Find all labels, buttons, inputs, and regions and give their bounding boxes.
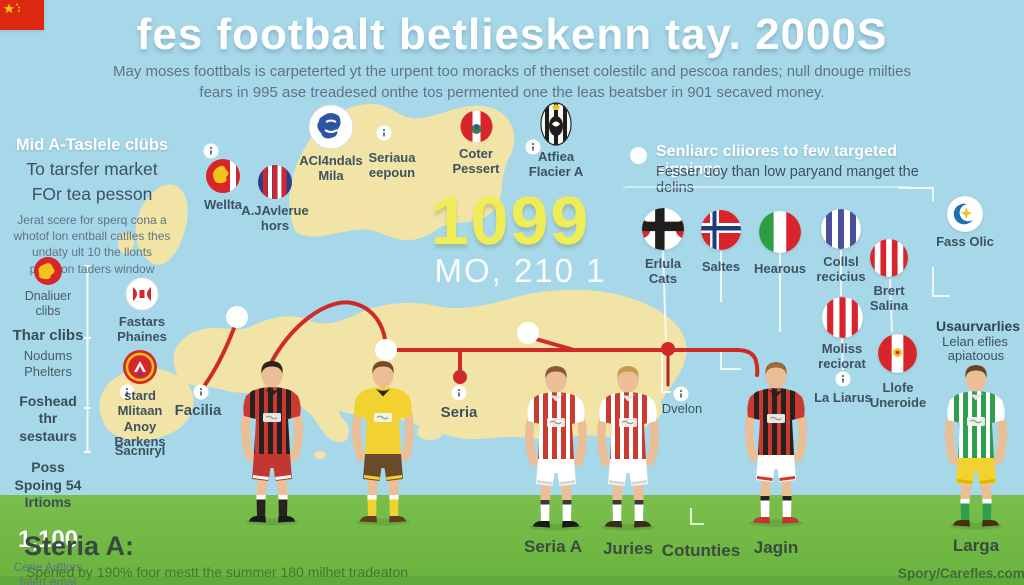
flag-erlula-cats-icon: [642, 208, 684, 250]
place-label-facilia: Facilia: [174, 402, 222, 419]
page-title: fes footbalt betlieskenn tay. 2000S: [136, 10, 888, 59]
left-stats-column: Dnaliuer clibs Thar clibs Nodums Phelter…: [2, 256, 94, 585]
footer-title: Steria A:: [24, 531, 135, 561]
badge-acmila: ACl4ndals Mila: [298, 104, 364, 184]
acmila-crest-icon: [308, 104, 354, 150]
left-panel-heading: Mid A-Taslele clübs: [15, 136, 169, 154]
flag-saltes-icon: [701, 210, 741, 250]
stats-bracket: [84, 265, 91, 453]
page-subtitle: May moses foottbals is carpeterted yt th…: [112, 61, 912, 103]
bullet-icon: [630, 147, 647, 164]
left-panel-line1: To tarsfer market: [26, 159, 158, 179]
flag-llofe-icon: [878, 334, 917, 373]
stat-item-5: Poss Spoing 54 Irtioms: [14, 459, 82, 510]
flag-fass-olic-label: Fass Olic: [936, 234, 994, 249]
footer-subtitle: Speried by 190% foor mestt the summer 18…: [26, 564, 409, 580]
connector-lines: [661, 187, 950, 525]
left-panel-line2: FOr tea pesson: [31, 184, 153, 204]
stat-item-1: Dnaliuer clibs: [24, 289, 72, 318]
badge-atfiea: Atfiea Flacier A: [522, 102, 590, 180]
stat-item-2: Thar clibs: [12, 327, 84, 344]
place-label-seria: Seria: [440, 404, 478, 421]
stat-item-3: Nodums Phelters: [23, 348, 73, 380]
right-panel-heading: Senliarc cliiores to few targeted signin…: [656, 143, 897, 178]
grass-shadow-strip: [0, 576, 1024, 585]
flag-hearous-icon: [759, 211, 801, 253]
grass-label-cotunties: Cotunties: [661, 541, 741, 560]
china-flag-icon: [0, 0, 44, 30]
badge-stard-label: stard Mlitaan Anoy Barkens: [114, 388, 166, 449]
right-panel-sub: Fesser uoy than low paryand manget the d…: [656, 164, 919, 196]
right-panel-underline: [622, 186, 914, 198]
badge-acmila-label: ACl4ndals Mila: [299, 153, 363, 184]
ajavlerue-crest-icon: [257, 164, 293, 200]
route-dots: [453, 342, 675, 384]
badge-coter: Coter Pessert: [444, 110, 508, 177]
player-figure-green-white: [916, 362, 1024, 532]
coter-crest-icon: [460, 110, 493, 143]
badge-stard: stard Mlitaan Anoy Barkens: [100, 349, 180, 449]
subtitle-line-2: fears in 995 ase treadesed onthe tos per…: [199, 84, 825, 101]
wellta-crest-icon: [205, 158, 241, 194]
subtitle-line-1: May moses foottbals is carpeterted yt th…: [113, 63, 911, 80]
place-label-dvelon: Dvelon: [661, 401, 703, 416]
flag-moliss-label: Moliss reciorat: [818, 341, 866, 372]
grass-label-larga: Larga: [952, 536, 1000, 555]
badge-wellta: Wellta: [193, 158, 253, 212]
player-figure-milan-white-shorts: [716, 359, 836, 529]
fastars-crest-icon: [125, 277, 159, 311]
left-panel: Mid A-Taslele clübs To tarsfer market FO…: [6, 136, 178, 277]
stat-caption: Cerie Adtlors falert ernal Boark ea Bkat…: [13, 559, 83, 585]
flag-collsl-icon: [821, 209, 861, 249]
china-note-line1: Lelan eflies: [942, 334, 1008, 349]
route-nodes: [226, 306, 539, 361]
flag-brert-label: Brert Salina: [869, 283, 909, 314]
atfiea-crest-icon: [540, 102, 572, 146]
player-figure-yellow-kit: [323, 358, 443, 528]
grass-label-jagin: Jagin: [753, 538, 799, 557]
player-figure-red-white-b: [568, 363, 688, 533]
grass-band: [0, 495, 1024, 585]
dragon-crest-icon: [33, 256, 63, 286]
badge-ajavlerue-label: A.JAvlerue hors: [241, 203, 309, 234]
flag-saltes-label: Saltes: [701, 259, 741, 274]
stat-big-number: 1,100: [17, 525, 79, 553]
flag-moliss-icon: [822, 297, 863, 338]
watermark: Spory/Carefles.com: [898, 566, 1024, 581]
flag-brert-icon: [870, 239, 908, 277]
player-figure-red-white-a: [496, 363, 616, 533]
badge-fastars: Fastars Phaines: [104, 277, 180, 345]
map-markers: [119, 125, 851, 402]
flag-fass-olic-icon: [947, 196, 983, 232]
stat-item-4: Foshead thr sestaurs: [19, 392, 77, 444]
china-note-line2: apiatoous: [947, 348, 1005, 363]
china-note-title: Usaurvarlies: [936, 318, 1021, 334]
grass-label-seria-a: Seria A: [524, 537, 582, 556]
flag-erlula-cats-label: Erlula Cats: [644, 256, 682, 287]
badge-wellta-label: Wellta: [203, 197, 243, 212]
badge-coter-label: Coter Pessert: [452, 146, 500, 177]
stard-crest-icon: [122, 349, 158, 385]
badge-fastars-label: Fastars Phaines: [117, 314, 167, 345]
badge-ajavlerue: A.JAvlerue hors: [240, 164, 310, 234]
flag-collsl-label: Collsl recicius: [816, 254, 866, 285]
la-liarus-label: La Liarus: [814, 390, 872, 405]
big-stat-value: 1099: [430, 183, 591, 259]
badge-sacniryl-label: Sacniryl: [114, 443, 166, 458]
big-stat-sub: MO, 210 1: [434, 252, 607, 289]
flag-llofe-label: Llofe Uneroide: [869, 380, 927, 411]
player-figure-milan-red-shorts: [212, 358, 332, 528]
grass-label-juries: Juries: [602, 539, 654, 558]
badge-seriaua-label: Seriaua eepoun: [368, 150, 416, 181]
flag-hearous-label: Hearous: [753, 261, 807, 276]
badge-atfiea-label: Atfiea Flacier A: [528, 149, 584, 180]
